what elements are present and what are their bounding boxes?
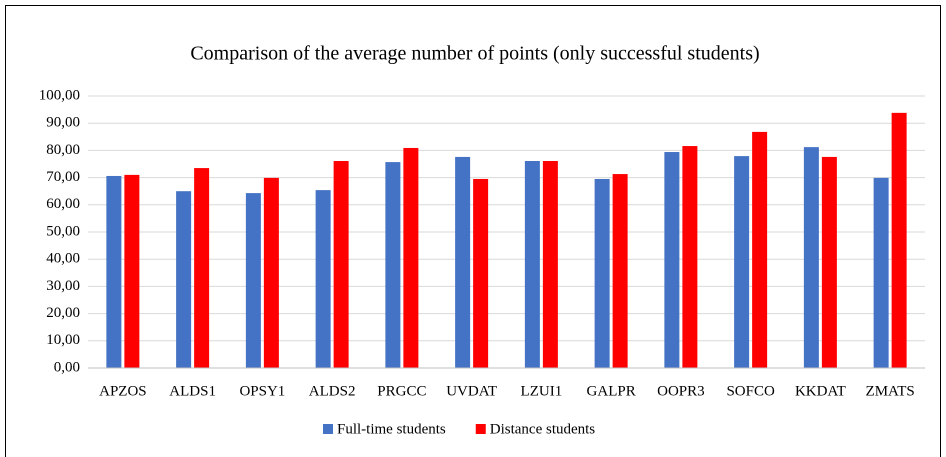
x-tick-label: ALDS1	[169, 383, 216, 399]
bar	[194, 168, 210, 368]
x-tick-label: APZOS	[99, 383, 147, 399]
bar	[542, 161, 558, 368]
y-tick-label: 10,00	[46, 332, 80, 348]
y-tick-label: 40,00	[46, 251, 80, 267]
x-tick-label: UVDAT	[446, 383, 497, 399]
bar	[176, 191, 192, 368]
bar	[263, 177, 279, 368]
x-tick-label: GALPR	[587, 383, 636, 399]
bar	[385, 162, 401, 368]
x-tick-label: KKDAT	[795, 383, 846, 399]
y-tick-label: 30,00	[46, 278, 80, 294]
bar	[315, 190, 331, 368]
y-tick-label: 50,00	[46, 223, 80, 239]
bar	[106, 175, 122, 368]
x-tick-label: PRGCC	[377, 383, 426, 399]
bar	[333, 161, 349, 368]
bar	[524, 161, 540, 368]
legend-swatch	[475, 424, 486, 434]
x-tick-label: OOPR3	[657, 383, 705, 399]
x-tick-label: SOFCO	[726, 383, 775, 399]
y-tick-label: 70,00	[46, 169, 80, 185]
chart-title: Comparison of the average number of poin…	[190, 43, 759, 65]
bar	[612, 174, 628, 368]
x-tick-label: ALDS2	[309, 383, 356, 399]
y-tick-label: 0,00	[54, 359, 80, 375]
x-tick-label: OPSY1	[239, 383, 285, 399]
y-tick-label: 60,00	[46, 196, 80, 212]
y-tick-label: 80,00	[46, 142, 80, 158]
bar	[124, 174, 140, 368]
y-tick-label: 20,00	[46, 305, 80, 321]
bar	[873, 177, 889, 368]
y-tick-label: 100,00	[39, 87, 80, 103]
bar	[245, 193, 261, 368]
bar	[473, 178, 489, 368]
bar	[803, 147, 819, 368]
x-tick-label: ZMATS	[866, 383, 915, 399]
y-tick-label: 90,00	[46, 115, 80, 131]
bar	[891, 112, 907, 368]
bar	[682, 146, 698, 368]
legend-swatch	[323, 424, 333, 434]
bar	[594, 178, 610, 368]
bar	[752, 131, 768, 368]
legend-label: Distance students	[490, 421, 596, 437]
legend-label: Full-time students	[337, 421, 446, 437]
bar	[821, 156, 837, 368]
chart-frame	[5, 5, 941, 457]
bar	[734, 156, 750, 368]
bar	[455, 156, 471, 368]
x-tick-label: LZUI1	[521, 383, 563, 399]
bar	[664, 152, 680, 368]
bar	[403, 147, 419, 368]
